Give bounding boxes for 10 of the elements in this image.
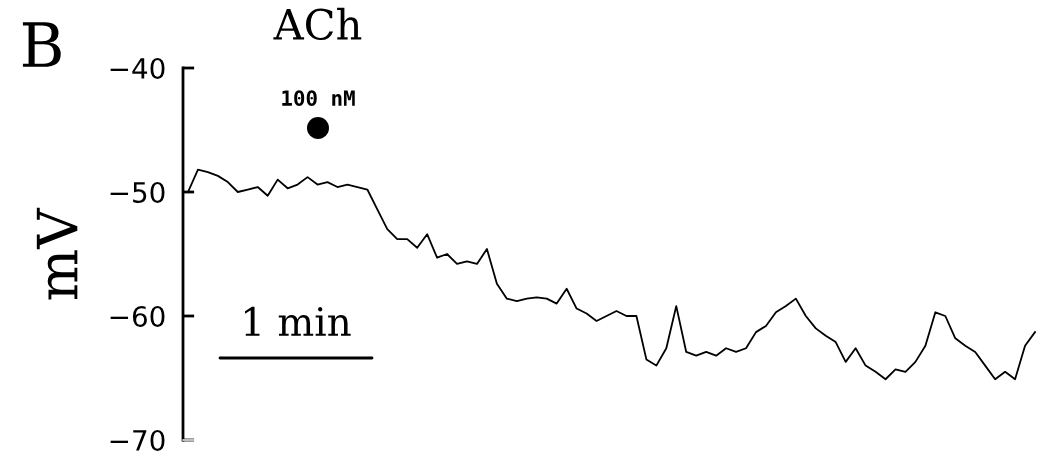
y-tick-label: −70 [110, 429, 165, 451]
y-tick-label: −60 [110, 305, 165, 327]
y-tick-label: −40 [110, 57, 165, 79]
y-axis-title: mV [36, 207, 78, 300]
annotation: 100 nM [282, 90, 355, 107]
annotation: 1 min [245, 306, 351, 336]
y-tick-label: −50 [110, 181, 165, 203]
text: ACh [273, 7, 362, 41]
text: B [22, 22, 61, 67]
line-series [187, 168, 1036, 381]
